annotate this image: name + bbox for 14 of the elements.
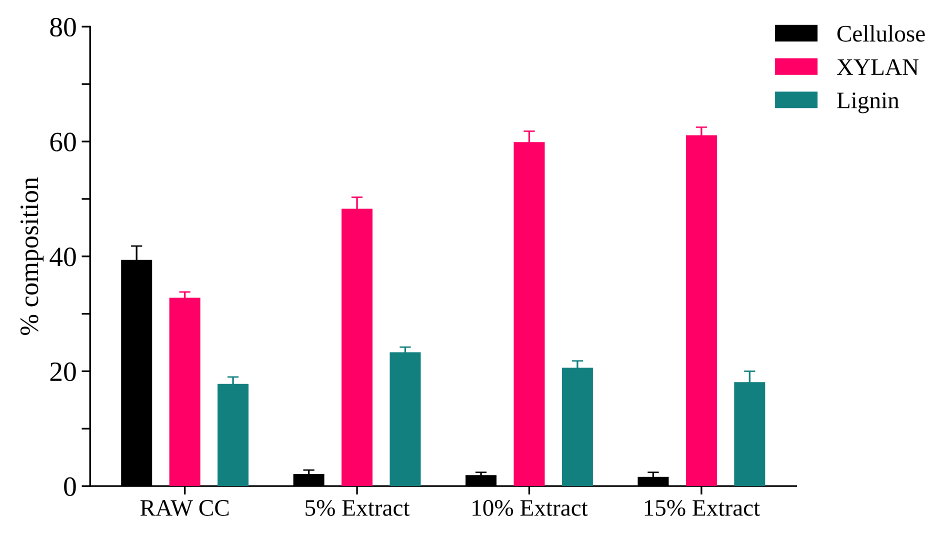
x-tick-label: RAW CC xyxy=(140,500,229,516)
bar xyxy=(390,352,421,486)
y-tick-label: 0 xyxy=(64,477,76,496)
y-tick-label: 40 xyxy=(50,248,76,266)
legend-label: Cellulose xyxy=(837,25,925,42)
legend-label: XYLAN xyxy=(836,59,919,75)
y-axis-title: % composition xyxy=(20,177,44,335)
x-tick-label: 5% Extract xyxy=(306,500,410,516)
y-tick-label: 20 xyxy=(50,362,76,382)
x-tick-label: 10% Extract xyxy=(472,500,588,516)
legend-label: Lignin xyxy=(837,92,900,114)
y-tick-label: 80 xyxy=(50,18,76,37)
x-tick-label: 15% Extract xyxy=(644,500,760,516)
y-tick-label: 60 xyxy=(50,132,76,152)
